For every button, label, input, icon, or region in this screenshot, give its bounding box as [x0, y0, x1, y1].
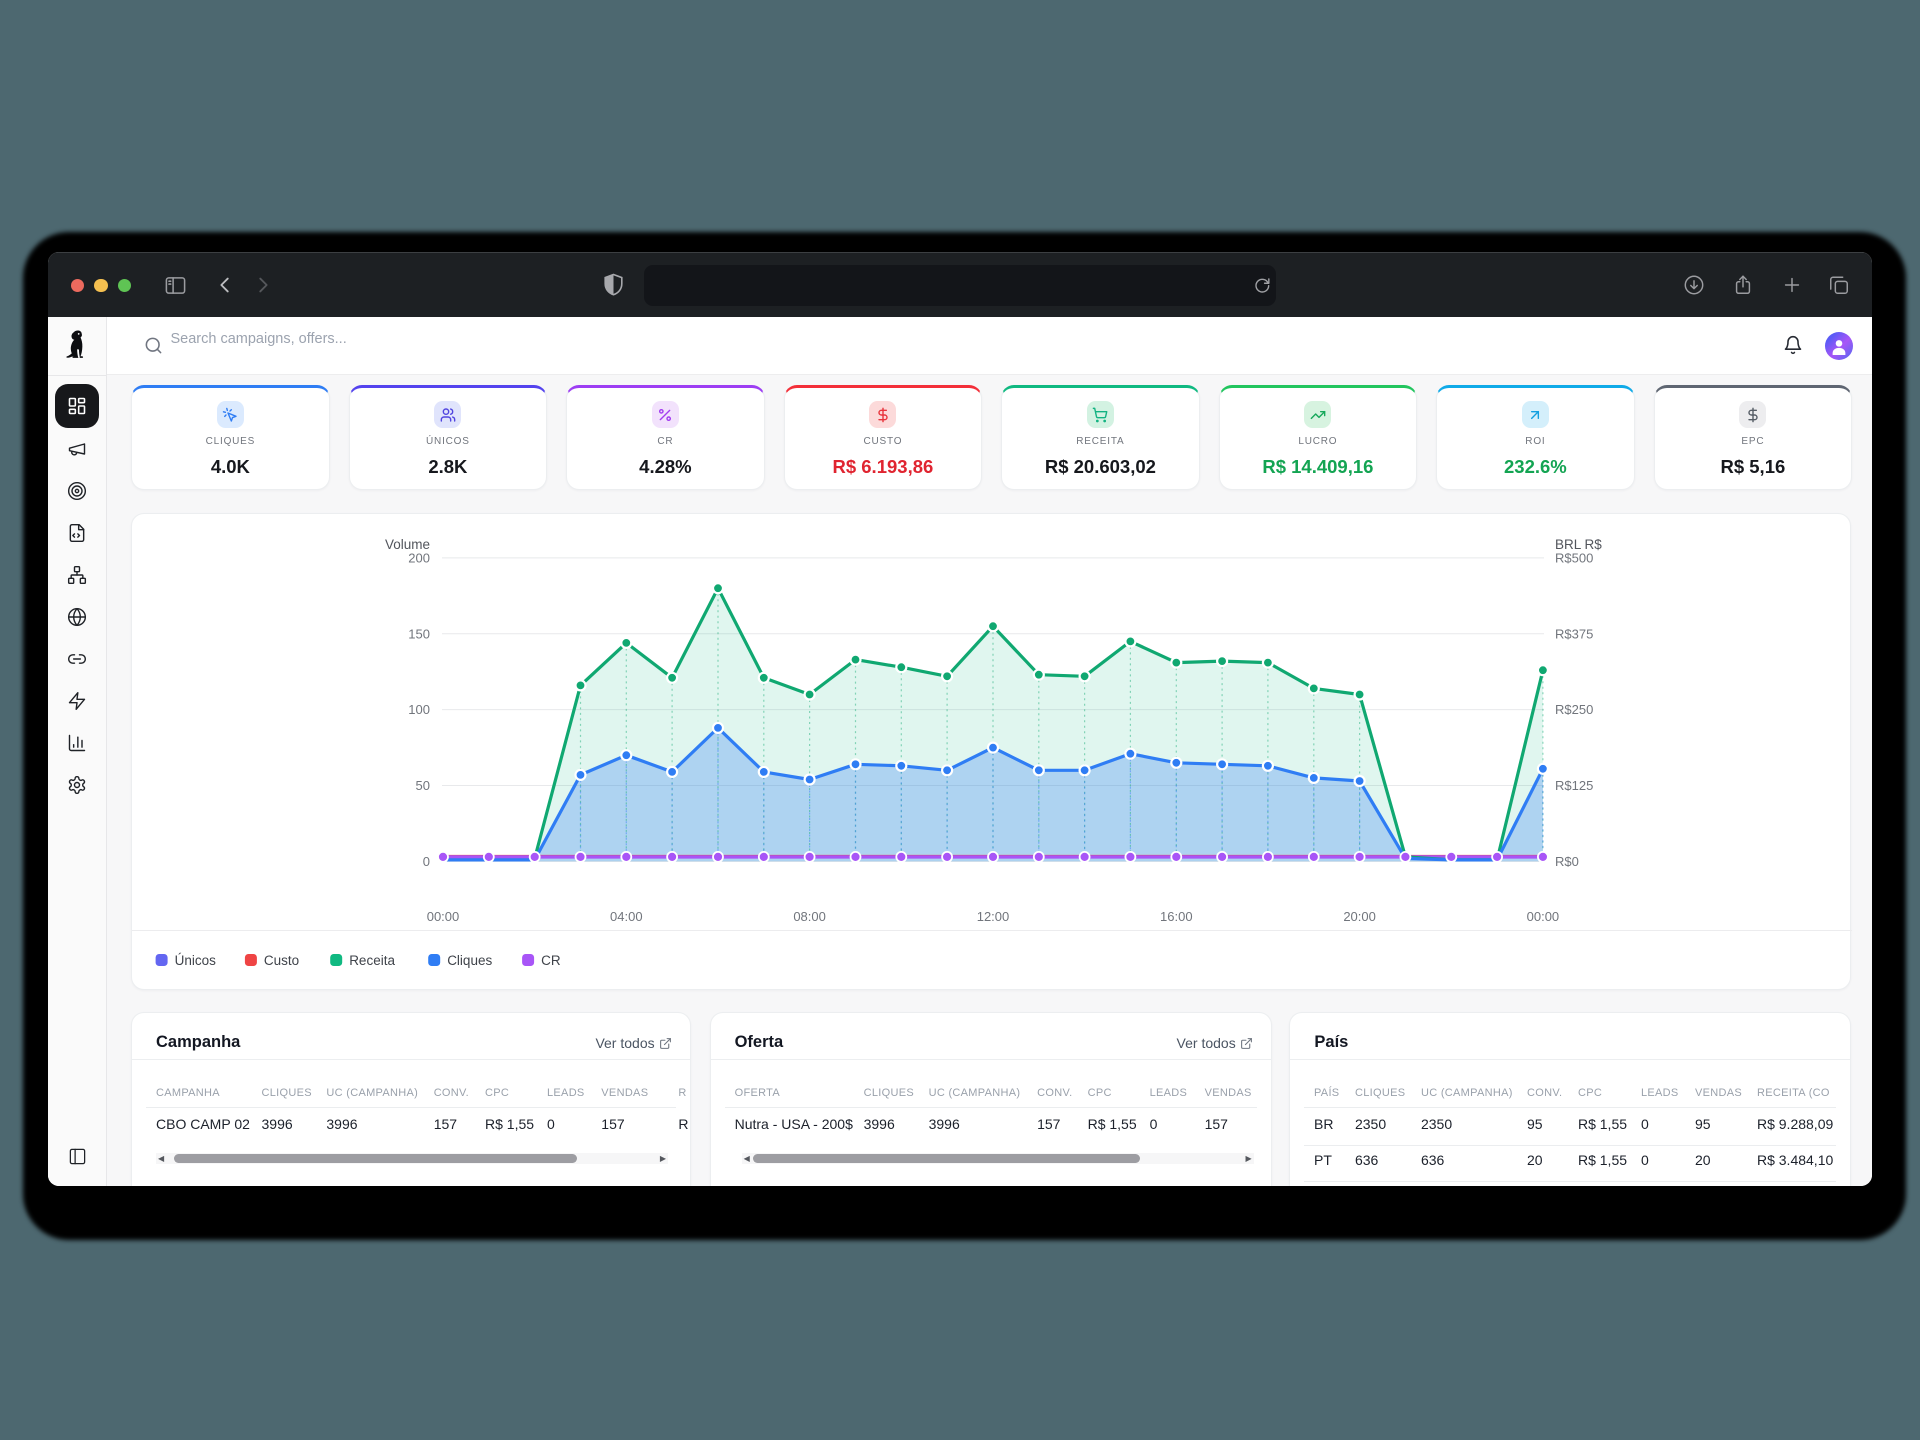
svg-text:16:00: 16:00	[1160, 909, 1193, 924]
svg-text:12:00: 12:00	[977, 909, 1010, 924]
svg-text:Únicos: Únicos	[175, 953, 217, 968]
svg-text:R$125: R$125	[1555, 778, 1593, 793]
svg-text:R$0: R$0	[1555, 854, 1579, 869]
svg-text:BRL R$: BRL R$	[1555, 537, 1602, 552]
svg-text:200: 200	[408, 550, 430, 565]
svg-text:Receita: Receita	[349, 953, 395, 968]
svg-text:04:00: 04:00	[610, 909, 643, 924]
svg-text:0: 0	[423, 854, 430, 869]
svg-text:20:00: 20:00	[1343, 909, 1376, 924]
svg-text:R$500: R$500	[1555, 550, 1593, 565]
svg-text:100: 100	[408, 702, 430, 717]
svg-text:CR: CR	[541, 953, 561, 968]
svg-text:150: 150	[408, 626, 430, 641]
svg-text:Volume: Volume	[385, 537, 430, 552]
svg-text:08:00: 08:00	[793, 909, 826, 924]
svg-text:Cliques: Cliques	[447, 953, 492, 968]
svg-text:00:00: 00:00	[427, 909, 460, 924]
svg-text:Custo: Custo	[264, 953, 299, 968]
svg-text:00:00: 00:00	[1527, 909, 1560, 924]
svg-text:R$375: R$375	[1555, 626, 1593, 641]
svg-text:50: 50	[416, 778, 430, 793]
svg-text:R$250: R$250	[1555, 702, 1593, 717]
